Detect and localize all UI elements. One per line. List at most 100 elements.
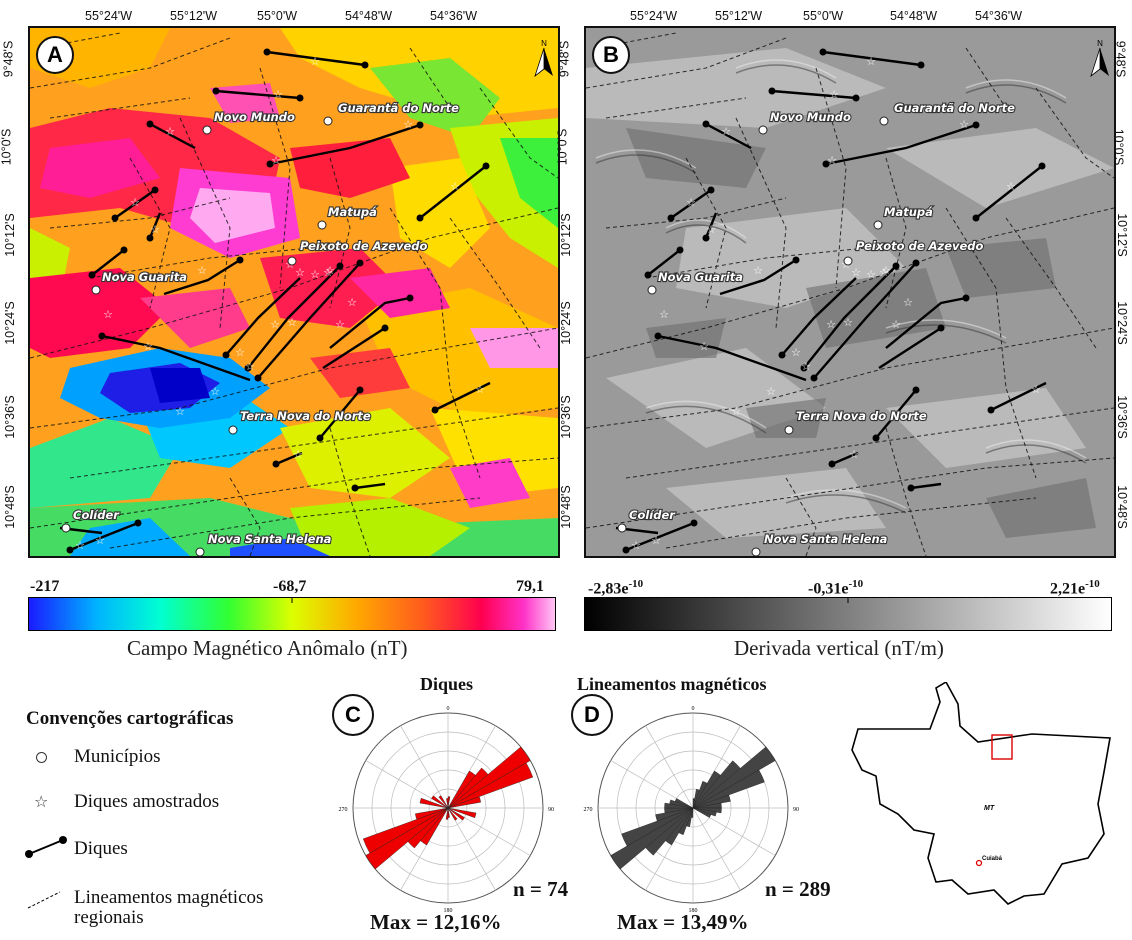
rose-petal bbox=[407, 807, 449, 849]
svg-text:☆: ☆ bbox=[130, 196, 140, 209]
town-label-a: Novo Mundo bbox=[214, 110, 295, 124]
panel-letter-a-text: A bbox=[47, 42, 63, 67]
svg-text:☆: ☆ bbox=[659, 308, 669, 321]
rose-d-letter-text: D bbox=[584, 702, 600, 727]
town-label-a: Matupá bbox=[328, 205, 377, 219]
town-label-b: Guarantã do Norte bbox=[894, 101, 1015, 115]
svg-text:☆: ☆ bbox=[287, 316, 297, 329]
rose-petal bbox=[445, 807, 449, 820]
svg-text:☆: ☆ bbox=[295, 266, 305, 279]
svg-text:☆: ☆ bbox=[651, 534, 661, 547]
svg-text:☆: ☆ bbox=[721, 125, 731, 138]
rose-d-n: n = 289 bbox=[765, 877, 831, 901]
svg-text:☆: ☆ bbox=[293, 448, 303, 461]
mt-state-outline bbox=[851, 680, 1111, 905]
svg-text:☆: ☆ bbox=[197, 264, 207, 277]
deriv-colorbar-min-base: -2,83e bbox=[588, 580, 629, 598]
rose-petal bbox=[692, 807, 712, 818]
rose-tick-label: 90 bbox=[793, 807, 799, 813]
panel-letter-b: B bbox=[592, 36, 630, 74]
study-area-box bbox=[991, 734, 1013, 760]
svg-text:☆: ☆ bbox=[903, 296, 913, 309]
mag-colorbar-mid: -68,7 bbox=[273, 578, 307, 595]
lon-tick-b5: 54°36'W bbox=[975, 9, 1022, 23]
svg-text:☆: ☆ bbox=[103, 308, 113, 321]
rose-petal bbox=[447, 807, 458, 821]
lat-tick-b4: 10°24'S bbox=[558, 301, 573, 345]
rose-tick-label: 90 bbox=[548, 807, 554, 813]
svg-text:☆: ☆ bbox=[631, 539, 641, 552]
rose-petal bbox=[447, 746, 531, 809]
rose-tick-label: 180 bbox=[689, 908, 698, 914]
lat-tick-b-right4: 10°24'S bbox=[1114, 301, 1129, 345]
mag-colorbar bbox=[28, 597, 556, 631]
rose-petal bbox=[691, 807, 694, 818]
svg-text:N: N bbox=[541, 39, 547, 48]
legend-star-icon: ☆ bbox=[34, 792, 49, 811]
rose-petal bbox=[447, 796, 481, 809]
lat-tick-b2: 10°0'S bbox=[555, 128, 570, 166]
north-arrow-icon: N bbox=[534, 39, 553, 78]
svg-text:☆: ☆ bbox=[959, 118, 969, 131]
rose-petal bbox=[447, 767, 489, 809]
svg-text:☆: ☆ bbox=[325, 264, 335, 277]
town-label-a: Colíder bbox=[73, 508, 120, 522]
svg-text:☆: ☆ bbox=[801, 360, 811, 373]
state-label: MT bbox=[984, 805, 995, 812]
deriv-colorbar-max-base: 2,21e bbox=[1050, 580, 1086, 598]
svg-text:☆: ☆ bbox=[879, 266, 889, 279]
svg-text:☆: ☆ bbox=[143, 340, 153, 353]
mag-colorbar-title: Campo Magnético Anômalo (nT) bbox=[127, 636, 408, 660]
rose-petal bbox=[621, 807, 694, 847]
lon-tick-a5: 54°36'W bbox=[430, 9, 477, 23]
town-label-b: Peixoto de Azevedo bbox=[856, 239, 984, 253]
lon-tick-b1: 55°24'W bbox=[630, 9, 677, 23]
svg-text:☆: ☆ bbox=[1031, 383, 1041, 396]
map-panel-b: ☆☆☆☆ ☆☆☆☆ ☆☆☆☆ ☆☆☆☆ ☆☆☆☆ ☆☆☆☆ ☆☆☆☆ Novo … bbox=[584, 26, 1116, 558]
rose-tick-label: 0 bbox=[447, 706, 450, 712]
town-label-a: Nova Santa Helena bbox=[208, 532, 332, 546]
rose-petal bbox=[665, 807, 694, 846]
svg-text:☆: ☆ bbox=[843, 316, 853, 329]
svg-text:☆: ☆ bbox=[175, 405, 185, 418]
svg-text:☆: ☆ bbox=[881, 264, 891, 277]
rose-petal bbox=[446, 798, 449, 809]
town-label-b: Nova Santa Helena bbox=[764, 532, 888, 546]
lat-tick-a2: 10°0'S bbox=[0, 128, 14, 166]
svg-text:☆: ☆ bbox=[347, 296, 357, 309]
legend-lineament-symbol bbox=[26, 890, 62, 915]
legend-diques-amostrados-label: Diques amostrados bbox=[74, 791, 220, 812]
rose-tick-label: 180 bbox=[444, 908, 453, 914]
svg-text:☆: ☆ bbox=[271, 154, 281, 167]
rose-petal bbox=[447, 770, 476, 809]
rose-petal bbox=[431, 795, 449, 809]
svg-text:☆: ☆ bbox=[699, 340, 709, 353]
rose-c-n: n = 74 bbox=[513, 877, 569, 901]
rose-petal bbox=[610, 807, 694, 870]
lon-tick-b3: 55°0'W bbox=[803, 9, 844, 23]
svg-text:☆: ☆ bbox=[766, 385, 776, 398]
deriv-colorbar-mid-exp: -10 bbox=[848, 578, 864, 590]
svg-text:☆: ☆ bbox=[310, 268, 320, 281]
deriv-colorbar bbox=[584, 597, 1112, 631]
rose-petal bbox=[438, 795, 449, 809]
svg-text:☆: ☆ bbox=[450, 180, 460, 193]
lat-tick-a4: 10°24'S bbox=[2, 301, 17, 345]
rose-petal bbox=[692, 780, 708, 809]
town-label-b: Matupá bbox=[884, 205, 933, 219]
lat-tick-a1: 9°48'S bbox=[1, 40, 16, 78]
mag-colorbar-max: 79,1 bbox=[516, 578, 544, 595]
deriv-colorbar-max: 2,21e-10 bbox=[1050, 578, 1100, 598]
rose-petal bbox=[692, 769, 765, 809]
rose-petal bbox=[362, 807, 449, 854]
rose-diagram-c: 0 90 180 270 bbox=[338, 698, 558, 918]
svg-text:☆: ☆ bbox=[891, 318, 901, 331]
lon-tick-b2: 55°12'W bbox=[715, 9, 762, 23]
north-arrow-icon: N bbox=[1090, 39, 1109, 78]
svg-text:☆: ☆ bbox=[827, 154, 837, 167]
lat-tick-b5: 10°36'S bbox=[558, 395, 573, 439]
svg-text:☆: ☆ bbox=[753, 264, 763, 277]
rose-petal bbox=[686, 807, 694, 827]
town-label-a: Terra Nova do Norte bbox=[240, 409, 371, 423]
panel-letter-b-text: B bbox=[603, 42, 619, 67]
